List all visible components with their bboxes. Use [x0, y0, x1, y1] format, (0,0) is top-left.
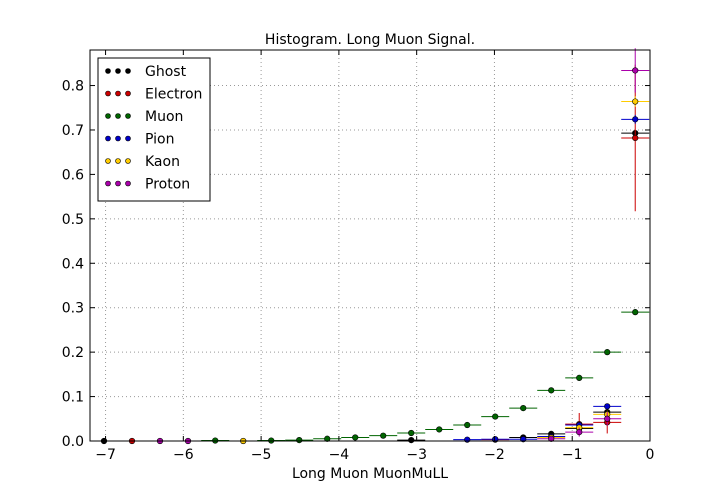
muon-data-point [408, 429, 415, 437]
legend-marker-muon [115, 113, 121, 119]
y-tick-label: 0.0 [62, 434, 84, 450]
legend-box [97, 57, 211, 202]
legend-marker-pion [115, 135, 121, 142]
muon-data-point [604, 349, 611, 356]
y-tick-label: 0.6 [62, 167, 84, 183]
legend-label-ghost: Ghost [145, 64, 187, 80]
muon-data-point [464, 421, 471, 429]
pion-data-point [632, 116, 639, 123]
legend-label-muon: Muon [145, 109, 183, 125]
legend-label-pion: Pion [145, 132, 174, 148]
x-axis-label: Long Muon MuonMuLL [292, 466, 448, 482]
data-points [90, 48, 650, 445]
y-tick-label: 0.4 [62, 256, 84, 272]
kaon-data-point [632, 98, 639, 105]
y-tick-label: 0.7 [62, 123, 84, 139]
electron-data-point [632, 134, 639, 142]
legend-marker-electron [125, 90, 131, 97]
legend-marker-proton [105, 180, 111, 187]
x-tick-label: −4 [329, 447, 350, 463]
proton-data-point [548, 435, 555, 442]
legend-marker-kaon [115, 158, 121, 164]
muon-data-point [380, 432, 387, 439]
proton-data-point [604, 415, 611, 422]
proton-series [146, 48, 650, 445]
muon-data-point [576, 374, 583, 382]
muon-data-point [436, 426, 443, 433]
x-tick-label: −3 [406, 447, 427, 463]
x-tick-label: −5 [251, 447, 272, 463]
legend-marker-kaon [125, 158, 131, 164]
x-tick-label: −1 [562, 447, 583, 463]
legend-label-electron: Electron [145, 87, 202, 103]
legend-marker-kaon [105, 158, 111, 164]
legend-marker-ghost [125, 68, 131, 74]
legend-marker-ghost [105, 68, 111, 74]
axis-ticks: −7 −6 −5 −4 −3 −2 −1 0 0.0 0.1 0.2 0.3 0.4 0.5 0.6 0.7 0… [62, 50, 655, 463]
legend-label-kaon: Kaon [145, 154, 180, 170]
muon-data-point [296, 437, 303, 444]
legend: Ghost Electron Muon Pion Kaon Proton [97, 57, 211, 202]
x-tick-label: 0 [646, 447, 655, 463]
x-tick-label: −2 [484, 447, 505, 463]
x-tick-label: −6 [173, 447, 194, 463]
y-tick-label: 0.2 [62, 345, 84, 361]
pion-data-point [464, 436, 471, 443]
y-tick-label: 0.5 [62, 212, 84, 228]
legend-label-proton: Proton [145, 177, 190, 193]
legend-marker-proton [115, 180, 121, 187]
legend-marker-electron [105, 90, 111, 97]
legend-marker-muon [105, 113, 111, 119]
muon-data-point [520, 405, 527, 412]
legend-marker-ghost [115, 68, 121, 74]
proton-data-point [632, 67, 639, 74]
plot-frame [89, 49, 651, 442]
legend-marker-muon [125, 113, 131, 119]
muon-data-point [352, 434, 359, 441]
legend-marker-pion [105, 135, 111, 142]
y-tick-label: 0.3 [62, 301, 84, 317]
legend-marker-pion [125, 135, 131, 142]
muon-data-point [324, 435, 331, 442]
y-tick-label: 0.1 [62, 390, 84, 406]
legend-marker-electron [115, 90, 121, 97]
muon-data-point [632, 309, 639, 316]
muon-data-point [492, 413, 499, 420]
kaon-series [229, 96, 650, 445]
x-tick-label: −7 [95, 447, 116, 463]
pion-data-point [604, 403, 611, 410]
muon-data-point [548, 387, 555, 394]
y-tick-label: 0.8 [62, 79, 84, 95]
chart-title: Histogram. Long Muon Signal. [265, 32, 475, 48]
ghost-data-point [408, 437, 415, 444]
proton-data-point [576, 429, 583, 436]
legend-marker-proton [125, 180, 131, 187]
